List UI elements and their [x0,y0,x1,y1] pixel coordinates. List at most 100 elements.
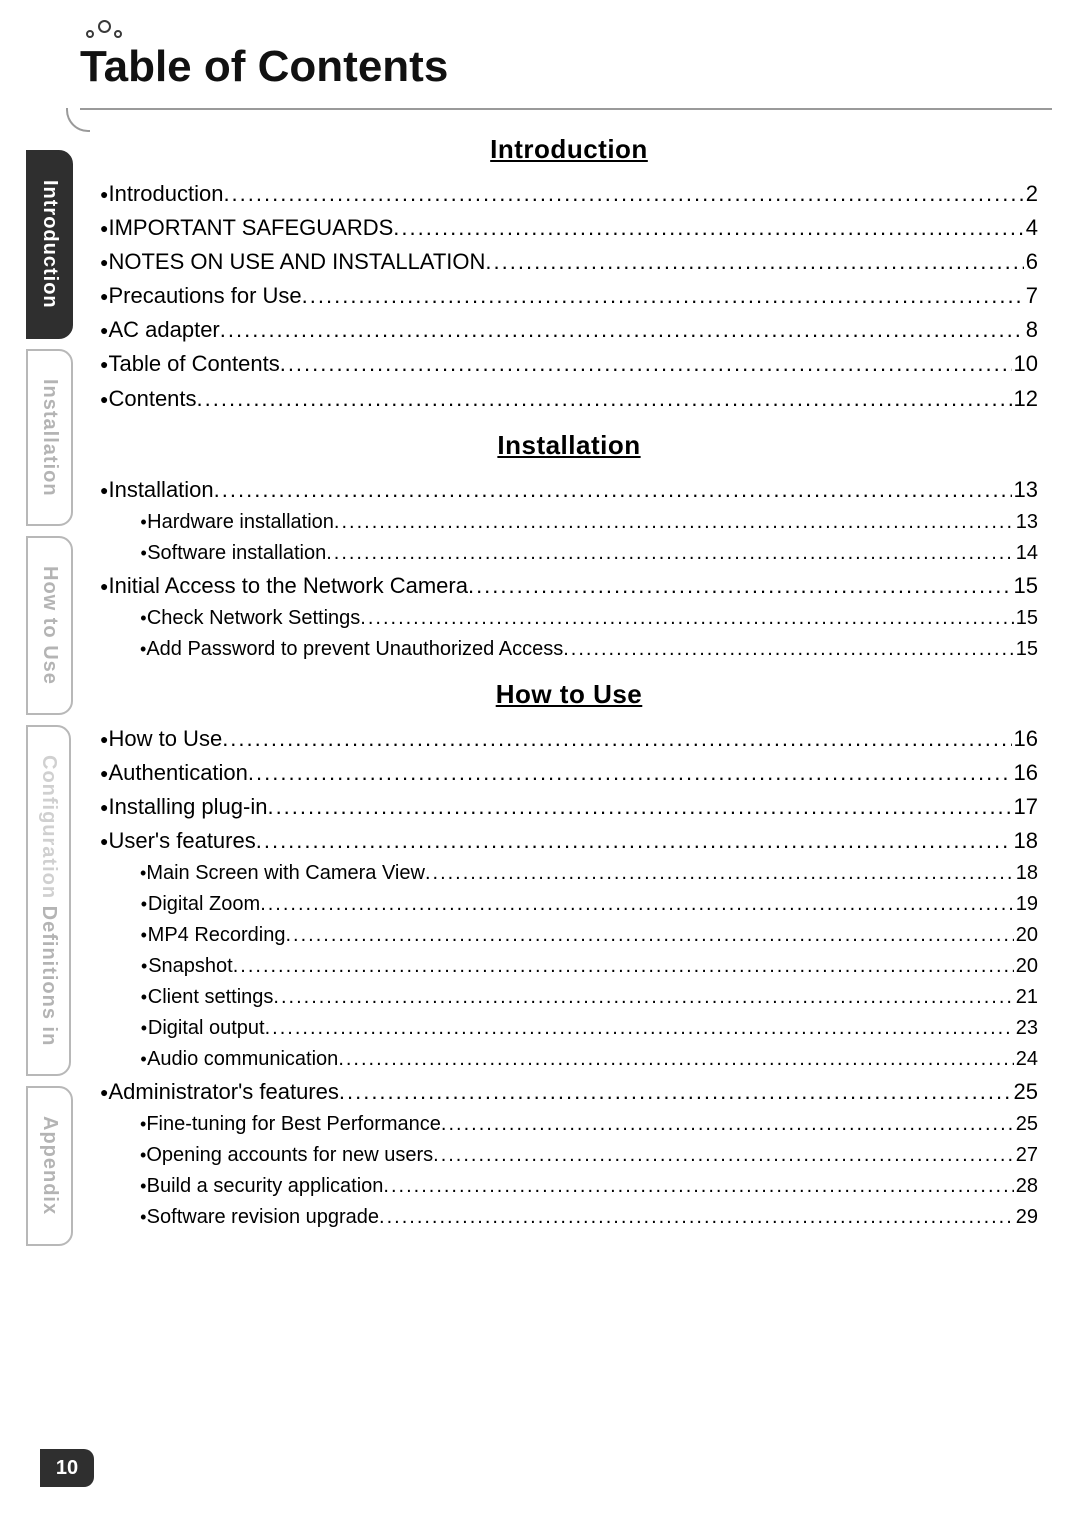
toc-row[interactable]: Main Screen with Camera View18 [100,858,1038,889]
leader-dots [468,569,1012,603]
leader-dots [441,1109,1014,1140]
bullet-icon [140,1044,147,1075]
toc-label: Fine-tuning for Best Performance [146,1109,441,1140]
toc-label: Client settings [148,982,274,1013]
tab-introduction[interactable]: Introduction [26,150,73,339]
section-title: How to Use [100,679,1038,710]
leader-dots [256,824,1012,858]
toc-page: 24 [1014,1044,1038,1075]
toc-row[interactable]: Precautions for Use7 [100,279,1038,313]
toc-label: NOTES ON USE AND INSTALLATION [108,245,485,279]
toc-row[interactable]: User's features18 [100,824,1038,858]
toc-row[interactable]: Authentication16 [100,756,1038,790]
page-title: Table of Contents [80,42,1052,102]
toc-page: 20 [1014,951,1038,982]
bullet-icon [140,982,148,1013]
toc-row[interactable]: Contents12 [100,382,1038,416]
toc-label: MP4 Recording [148,920,286,951]
toc-page: 27 [1014,1140,1038,1171]
page-root: Introduction Installation How to Use Con… [0,0,1080,1527]
page-number-badge: 10 [40,1449,94,1487]
toc-label: Installing plug-in [108,790,267,824]
toc-row[interactable]: Software installation14 [100,538,1038,569]
toc-page: 25 [1012,1075,1038,1109]
toc-row[interactable]: Introduction2 [100,177,1038,211]
bullet-icon [140,889,148,920]
toc-row[interactable]: Administrator's features25 [100,1075,1038,1109]
bullet-icon [140,507,147,538]
leader-dots [222,722,1011,756]
toc-row[interactable]: Table of Contents10 [100,347,1038,381]
toc-page: 10 [1012,347,1038,381]
leader-dots [302,279,1024,313]
toc-row[interactable]: Client settings21 [100,982,1038,1013]
bubbles-icon [86,20,1052,46]
toc-page: 8 [1024,313,1038,347]
toc-row[interactable]: NOTES ON USE AND INSTALLATION 6 [100,245,1038,279]
bullet-icon [100,569,108,603]
toc-label: Digital Zoom [148,889,260,920]
page-header: Table of Contents [80,20,1052,126]
toc-page: 17 [1012,790,1038,824]
toc-label: Installation [108,473,213,507]
toc-row[interactable]: MP4 Recording20 [100,920,1038,951]
toc-row[interactable]: Installation13 [100,473,1038,507]
bullet-icon [100,473,108,507]
toc-label: Main Screen with Camera View [146,858,425,889]
leader-dots [379,1202,1014,1233]
toc-label: User's features [108,824,255,858]
toc-row[interactable]: Digital Zoom19 [100,889,1038,920]
leader-dots [326,538,1014,569]
toc-row[interactable]: Add Password to prevent Unauthorized Acc… [100,634,1038,665]
toc-label: Audio communication [147,1044,338,1075]
leader-dots [383,1171,1013,1202]
toc-page: 29 [1014,1202,1038,1233]
toc-label: How to Use [108,722,222,756]
leader-dots [563,634,1014,665]
leader-dots [425,858,1014,889]
toc-page: 4 [1024,211,1038,245]
leader-dots [393,211,1023,245]
leader-dots [214,473,1012,507]
leader-dots [267,790,1011,824]
toc-label: Introduction [108,177,223,211]
tab-definitions-configuration[interactable]: Configuration Definitions in [26,725,71,1076]
toc-row[interactable]: IMPORTANT SAFEGUARDS4 [100,211,1038,245]
toc-row[interactable]: Check Network Settings15 [100,603,1038,634]
toc-row[interactable]: Opening accounts for new users27 [100,1140,1038,1171]
leader-dots [485,245,1023,279]
bullet-icon [140,1171,147,1202]
bullet-icon [140,538,147,569]
toc-row[interactable]: Initial Access to the Network Camera15 [100,569,1038,603]
bullet-icon [100,1075,108,1109]
toc-label: AC adapter [108,313,219,347]
toc-row[interactable]: AC adapter 8 [100,313,1038,347]
toc-page: 23 [1014,1013,1038,1044]
bullet-icon [140,920,148,951]
toc-row[interactable]: Software revision upgrade 29 [100,1202,1038,1233]
section-title: Introduction [100,134,1038,165]
section-title: Installation [100,430,1038,461]
toc-page: 14 [1014,538,1038,569]
tab-how-to-use[interactable]: How to Use [26,536,73,715]
toc-page: 6 [1024,245,1038,279]
leader-dots [286,920,1014,951]
toc-row[interactable]: How to Use16 [100,722,1038,756]
toc-row[interactable]: Audio communication 24 [100,1044,1038,1075]
toc-row[interactable]: Installing plug-in 17 [100,790,1038,824]
tab-appendix[interactable]: Appendix [26,1086,73,1245]
leader-dots [223,177,1023,211]
toc-row[interactable]: Digital output23 [100,1013,1038,1044]
toc-row[interactable]: Fine-tuning for Best Performance25 [100,1109,1038,1140]
toc-row[interactable]: Build a security application28 [100,1171,1038,1202]
tab-installation[interactable]: Installation [26,349,73,527]
toc-label: Software revision upgrade [147,1202,379,1233]
toc-label: Build a security application [147,1171,384,1202]
leader-dots [360,603,1013,634]
leader-dots [260,889,1014,920]
toc-row[interactable]: Hardware installation13 [100,507,1038,538]
bullet-icon [100,279,108,313]
toc-label: Add Password to prevent Unauthorized Acc… [146,634,563,665]
bullet-icon [100,245,108,279]
toc-row[interactable]: Snapshot20 [100,951,1038,982]
